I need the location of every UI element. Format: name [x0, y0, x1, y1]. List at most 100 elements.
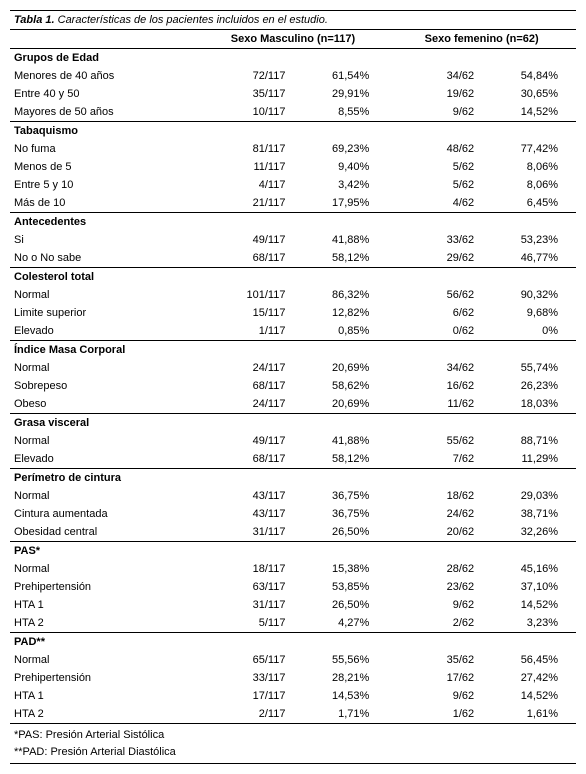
female-percent: 0%: [492, 322, 576, 341]
female-count: 7/62: [387, 450, 492, 469]
female-count: 17/62: [387, 669, 492, 687]
table-row: Prehipertensión33/11728,21%17/6227,42%: [10, 669, 576, 687]
male-percent: 9,40%: [303, 158, 387, 176]
male-percent: 36,75%: [303, 487, 387, 505]
row-label: Elevado: [10, 322, 199, 341]
table-row: Cintura aumentada43/11736,75%24/6238,71%: [10, 505, 576, 523]
male-count: 68/117: [199, 450, 304, 469]
section-header: Tabaquismo: [10, 122, 576, 141]
female-count: 20/62: [387, 523, 492, 542]
male-percent: 8,55%: [303, 103, 387, 122]
male-percent: 36,75%: [303, 505, 387, 523]
female-percent: 14,52%: [492, 596, 576, 614]
row-label: No fuma: [10, 140, 199, 158]
female-count: 24/62: [387, 505, 492, 523]
female-count: 48/62: [387, 140, 492, 158]
row-label: Sobrepeso: [10, 377, 199, 395]
female-count: 2/62: [387, 614, 492, 633]
row-label: HTA 2: [10, 614, 199, 633]
female-percent: 14,52%: [492, 103, 576, 122]
table-row: Menores de 40 años72/11761,54%34/6254,84…: [10, 67, 576, 85]
male-percent: 20,69%: [303, 359, 387, 377]
female-count: 1/62: [387, 705, 492, 724]
female-percent: 90,32%: [492, 286, 576, 304]
table-row: Normal24/11720,69%34/6255,74%: [10, 359, 576, 377]
row-label: Menos de 5: [10, 158, 199, 176]
row-label: Elevado: [10, 450, 199, 469]
table-row: Entre 5 y 104/1173,42%5/628,06%: [10, 176, 576, 194]
male-count: 33/117: [199, 669, 304, 687]
male-percent: 58,12%: [303, 249, 387, 268]
female-count: 4/62: [387, 194, 492, 213]
section-name: Índice Masa Corporal: [10, 341, 576, 360]
table-row: Normal49/11741,88%55/6288,71%: [10, 432, 576, 450]
table-row: HTA 22/1171,71%1/621,61%: [10, 705, 576, 724]
female-percent: 3,23%: [492, 614, 576, 633]
table-row: Menos de 511/1179,40%5/628,06%: [10, 158, 576, 176]
female-percent: 8,06%: [492, 158, 576, 176]
female-count: 55/62: [387, 432, 492, 450]
male-percent: 41,88%: [303, 432, 387, 450]
male-count: 81/117: [199, 140, 304, 158]
female-percent: 6,45%: [492, 194, 576, 213]
male-percent: 58,62%: [303, 377, 387, 395]
female-percent: 45,16%: [492, 560, 576, 578]
female-percent: 32,26%: [492, 523, 576, 542]
row-label: No o No sabe: [10, 249, 199, 268]
row-label: Limite superior: [10, 304, 199, 322]
male-percent: 28,21%: [303, 669, 387, 687]
female-count: 16/62: [387, 377, 492, 395]
male-count: 49/117: [199, 231, 304, 249]
male-count: 21/117: [199, 194, 304, 213]
male-percent: 69,23%: [303, 140, 387, 158]
row-label: Menores de 40 años: [10, 67, 199, 85]
table-row: Si49/11741,88%33/6253,23%: [10, 231, 576, 249]
male-count: 2/117: [199, 705, 304, 724]
male-percent: 12,82%: [303, 304, 387, 322]
male-percent: 17,95%: [303, 194, 387, 213]
row-label: Prehipertensión: [10, 669, 199, 687]
male-percent: 58,12%: [303, 450, 387, 469]
section-name: Colesterol total: [10, 268, 576, 287]
header-row: Sexo Masculino (n=117) Sexo femenino (n=…: [10, 30, 576, 49]
male-percent: 20,69%: [303, 395, 387, 414]
male-percent: 1,71%: [303, 705, 387, 724]
section-header: Grupos de Edad: [10, 49, 576, 68]
male-count: 101/117: [199, 286, 304, 304]
section-name: Perímetro de cintura: [10, 469, 576, 488]
male-percent: 53,85%: [303, 578, 387, 596]
female-count: 28/62: [387, 560, 492, 578]
male-count: 68/117: [199, 377, 304, 395]
table-row: Obesidad central31/11726,50%20/6232,26%: [10, 523, 576, 542]
male-count: 18/117: [199, 560, 304, 578]
female-percent: 11,29%: [492, 450, 576, 469]
footnote-pas: *PAS: Presión Arterial Sistólica: [14, 727, 572, 744]
section-header: Antecedentes: [10, 213, 576, 232]
table-row: Normal65/11755,56%35/6256,45%: [10, 651, 576, 669]
title-prefix: Tabla 1.: [14, 14, 55, 26]
row-label: Si: [10, 231, 199, 249]
male-count: 31/117: [199, 596, 304, 614]
row-label: Obeso: [10, 395, 199, 414]
female-percent: 30,65%: [492, 85, 576, 103]
male-count: 5/117: [199, 614, 304, 633]
male-count: 1/117: [199, 322, 304, 341]
male-percent: 26,50%: [303, 523, 387, 542]
female-percent: 77,42%: [492, 140, 576, 158]
female-percent: 88,71%: [492, 432, 576, 450]
table-row: Entre 40 y 5035/11729,91%19/6230,65%: [10, 85, 576, 103]
row-label: Entre 5 y 10: [10, 176, 199, 194]
section-name: PAD**: [10, 633, 576, 652]
female-percent: 8,06%: [492, 176, 576, 194]
row-label: Prehipertensión: [10, 578, 199, 596]
male-percent: 15,38%: [303, 560, 387, 578]
male-count: 65/117: [199, 651, 304, 669]
female-count: 19/62: [387, 85, 492, 103]
title-rest: Características de los pacientes incluid…: [55, 14, 328, 26]
female-count: 29/62: [387, 249, 492, 268]
row-label: Normal: [10, 560, 199, 578]
section-header: PAD**: [10, 633, 576, 652]
section-header: Perímetro de cintura: [10, 469, 576, 488]
female-count: 56/62: [387, 286, 492, 304]
female-count: 5/62: [387, 158, 492, 176]
